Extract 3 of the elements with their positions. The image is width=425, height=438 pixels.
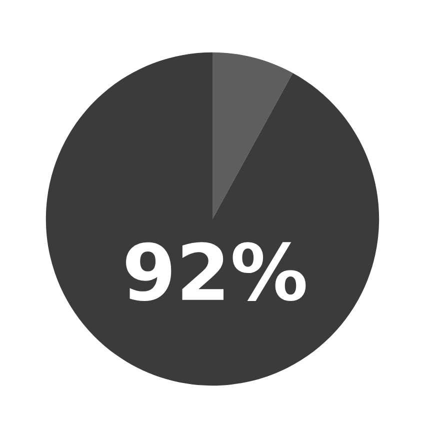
pie-slice <box>212 52 293 219</box>
data-label: 92% <box>126 242 306 302</box>
pie-slice <box>46 52 380 386</box>
